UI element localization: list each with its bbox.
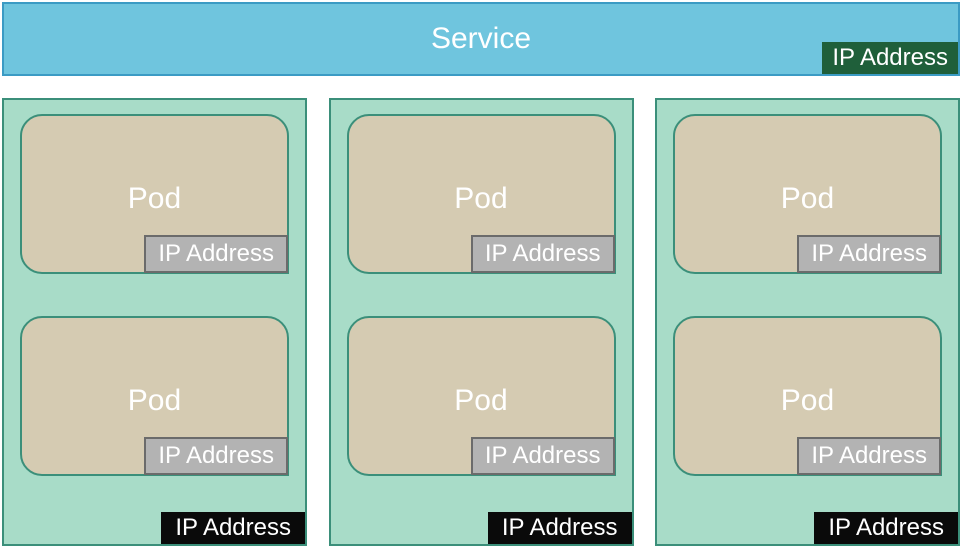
node-ip-badge: IP Address <box>814 512 958 544</box>
service-ip-badge: IP Address <box>822 42 958 74</box>
pod-box: Pod IP Address <box>347 316 616 476</box>
pod-box: Pod IP Address <box>347 114 616 274</box>
service-box: Service IP Address <box>2 2 960 76</box>
pod-box: Pod IP Address <box>673 114 942 274</box>
pod-box: Pod IP Address <box>20 316 289 476</box>
pod-title: Pod <box>781 182 834 216</box>
node-box: Pod IP Address Pod IP Address IP Address <box>2 98 307 546</box>
pod-title: Pod <box>128 182 181 216</box>
pod-box: Pod IP Address <box>20 114 289 274</box>
pod-ip-badge: IP Address <box>144 437 288 475</box>
pod-ip-badge: IP Address <box>797 437 941 475</box>
pod-ip-badge: IP Address <box>471 437 615 475</box>
pod-box: Pod IP Address <box>673 316 942 476</box>
pod-title: Pod <box>454 182 507 216</box>
nodes-row: Pod IP Address Pod IP Address IP Address… <box>2 98 960 546</box>
pod-title: Pod <box>454 384 507 418</box>
node-ip-badge: IP Address <box>161 512 305 544</box>
pod-title: Pod <box>128 384 181 418</box>
pod-ip-badge: IP Address <box>471 235 615 273</box>
node-box: Pod IP Address Pod IP Address IP Address <box>329 98 634 546</box>
pod-ip-badge: IP Address <box>144 235 288 273</box>
pod-ip-badge: IP Address <box>797 235 941 273</box>
node-box: Pod IP Address Pod IP Address IP Address <box>655 98 960 546</box>
service-title: Service <box>431 22 531 56</box>
node-ip-badge: IP Address <box>488 512 632 544</box>
pod-title: Pod <box>781 384 834 418</box>
